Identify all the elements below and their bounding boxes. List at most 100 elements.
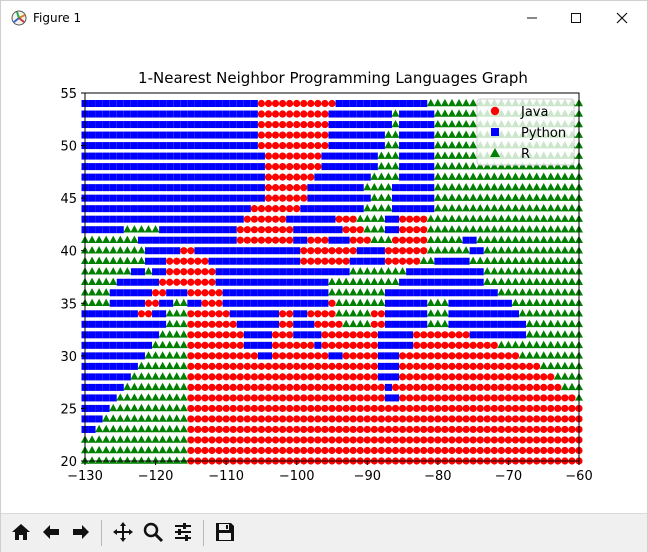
java-point: [271, 152, 280, 160]
java-point: [391, 436, 400, 444]
java-point: [328, 394, 336, 402]
r-point: [179, 340, 188, 349]
java-point: [264, 362, 273, 370]
java-point: [328, 436, 336, 444]
r-point: [102, 424, 111, 433]
r-point: [532, 309, 541, 317]
java-point: [469, 352, 477, 360]
java-point: [448, 331, 456, 339]
python-point: [293, 268, 301, 276]
python-point: [335, 152, 343, 160]
python-point: [222, 236, 230, 244]
back-button[interactable]: [37, 518, 65, 546]
python-point: [392, 215, 400, 223]
r-point: [455, 225, 464, 233]
maximize-button[interactable]: [553, 1, 599, 35]
java-point: [187, 278, 195, 286]
python-point: [264, 310, 272, 318]
java-point: [215, 373, 223, 381]
python-point: [328, 142, 336, 150]
python-point: [328, 226, 336, 234]
r-point: [511, 298, 520, 307]
python-point: [455, 320, 463, 328]
python-point: [194, 142, 202, 150]
pan-button[interactable]: [109, 518, 137, 546]
python-point: [413, 173, 421, 181]
r-point: [349, 288, 358, 296]
python-point: [173, 226, 181, 234]
save-button[interactable]: [211, 518, 239, 546]
java-point: [243, 352, 251, 360]
title-bar[interactable]: Figure 1: [1, 1, 647, 35]
java-point: [201, 268, 209, 276]
r-point: [144, 225, 153, 233]
r-point: [179, 319, 188, 328]
java-point: [448, 352, 456, 360]
python-point: [392, 299, 400, 307]
python-point: [370, 152, 378, 160]
java-point: [413, 394, 421, 402]
r-point: [377, 225, 386, 233]
r-point: [433, 309, 442, 317]
r-point: [130, 235, 139, 243]
figure-canvas[interactable]: 1-Nearest Neighbor Programming Languages…: [1, 35, 647, 513]
java-point: [540, 415, 548, 423]
java-point: [243, 404, 251, 413]
python-point: [250, 278, 258, 286]
python-point: [116, 226, 124, 234]
python-point: [476, 299, 484, 307]
zoom-button[interactable]: [139, 518, 167, 546]
java-point: [307, 446, 315, 455]
python-point: [236, 152, 244, 160]
r-point: [504, 340, 513, 349]
python-point: [95, 152, 103, 160]
java-point: [300, 362, 308, 370]
java-point: [413, 215, 421, 223]
python-point: [130, 184, 138, 192]
java-point: [257, 141, 266, 150]
java-point: [349, 373, 357, 381]
home-button[interactable]: [7, 518, 35, 546]
python-point: [222, 289, 230, 297]
java-point: [314, 163, 322, 171]
java-point: [434, 415, 442, 423]
forward-button[interactable]: [67, 518, 95, 546]
r-point: [553, 267, 562, 275]
java-point: [526, 383, 534, 391]
chart-title: 1-Nearest Neighbor Programming Languages…: [138, 69, 528, 87]
r-point: [525, 330, 534, 338]
python-point: [243, 142, 251, 150]
configure-subplots-button[interactable]: [169, 518, 197, 546]
python-point: [159, 247, 167, 255]
python-point: [314, 299, 322, 307]
r-point: [433, 235, 442, 243]
java-point: [497, 404, 505, 413]
python-point: [427, 289, 435, 297]
python-point: [95, 352, 103, 360]
r-point: [546, 351, 555, 359]
python-point: [384, 110, 392, 118]
python-point: [321, 226, 329, 234]
python-point: [123, 184, 131, 192]
java-point: [236, 394, 244, 402]
java-point: [187, 341, 195, 349]
close-button[interactable]: [599, 1, 645, 35]
python-point: [272, 247, 280, 255]
python-point: [469, 299, 477, 307]
minimize-button[interactable]: [509, 1, 555, 35]
r-point: [391, 172, 400, 180]
python-point: [413, 289, 421, 297]
python-point: [321, 173, 329, 181]
java-point: [448, 404, 456, 413]
python-point: [95, 194, 103, 202]
r-point: [497, 172, 506, 180]
r-point: [179, 330, 188, 338]
r-point: [560, 330, 569, 338]
java-point: [490, 404, 498, 413]
java-point: [448, 394, 456, 402]
java-point: [279, 99, 287, 108]
python-point: [377, 257, 385, 265]
back-icon: [43, 525, 59, 539]
java-point: [398, 436, 407, 444]
python-point: [102, 100, 110, 108]
